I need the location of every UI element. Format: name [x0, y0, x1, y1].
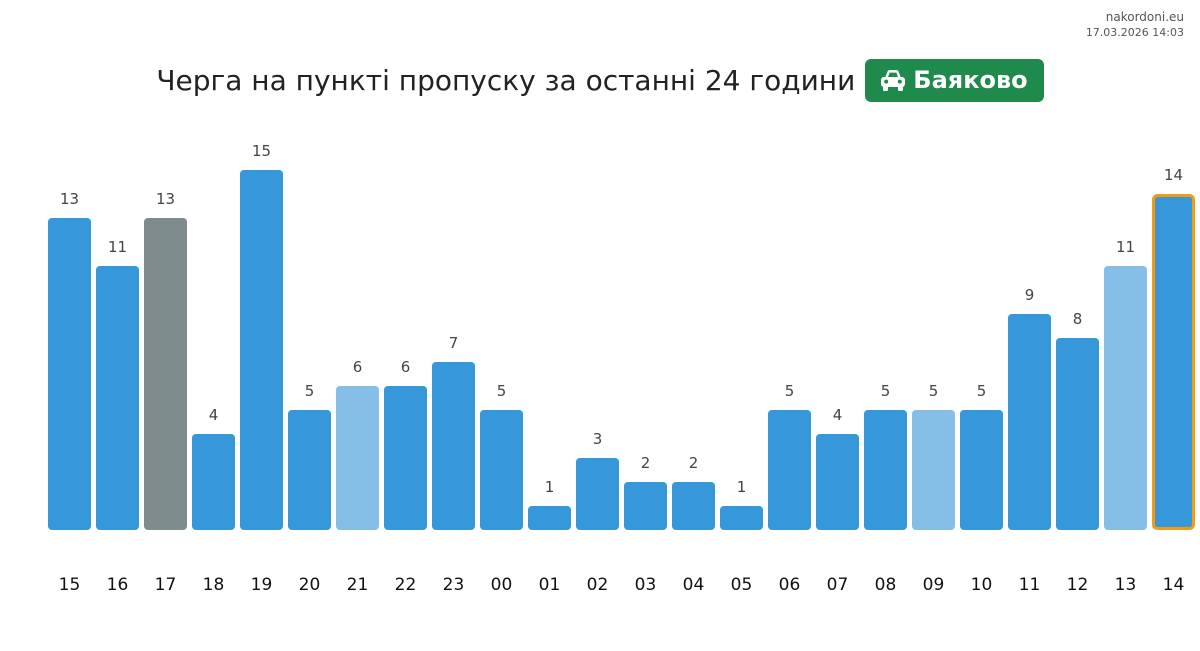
- bar-05: [720, 506, 763, 530]
- value-label-07: 4: [833, 406, 843, 424]
- category-label-02: 02: [587, 575, 609, 595]
- bar-23: [432, 362, 475, 530]
- bar-06: [768, 410, 811, 530]
- checkpoint-badge: Баяково: [865, 58, 1044, 102]
- bar-20: [288, 410, 331, 530]
- watermark: nakordoni.eu 17.03.2026 14:03: [1086, 9, 1184, 40]
- car-icon: [881, 70, 906, 91]
- bar-13: [1104, 266, 1147, 530]
- bar-08: [864, 410, 907, 530]
- value-label-17: 13: [156, 190, 175, 208]
- category-label-23: 23: [443, 575, 465, 595]
- bar-21: [336, 386, 379, 530]
- category-label-19: 19: [251, 575, 273, 595]
- bar-12: [1056, 338, 1099, 530]
- category-label-09: 09: [923, 575, 945, 595]
- category-label-00: 00: [491, 575, 513, 595]
- bar-11: [1008, 314, 1051, 530]
- category-label-14: 14: [1163, 575, 1185, 595]
- checkpoint-name: Баяково: [913, 66, 1028, 94]
- chart-title: Черга на пункті пропуску за останні 24 г…: [156, 63, 856, 97]
- category-label-15: 15: [59, 575, 81, 595]
- category-label-16: 16: [107, 575, 129, 595]
- value-label-04: 2: [689, 454, 699, 472]
- bar-10: [960, 410, 1003, 530]
- value-label-00: 5: [497, 382, 507, 400]
- value-label-06: 5: [785, 382, 795, 400]
- value-label-21: 6: [353, 358, 363, 376]
- value-label-20: 5: [305, 382, 315, 400]
- value-label-05: 1: [737, 478, 747, 496]
- category-label-04: 04: [683, 575, 705, 595]
- value-label-08: 5: [881, 382, 891, 400]
- watermark-timestamp: 17.03.2026 14:03: [1085, 26, 1184, 39]
- value-label-18: 4: [209, 406, 219, 424]
- bar-02: [576, 458, 619, 530]
- category-label-07: 07: [827, 575, 849, 595]
- value-label-11: 9: [1025, 286, 1035, 304]
- value-label-23: 7: [449, 334, 459, 352]
- category-label-17: 17: [155, 575, 177, 595]
- value-label-02: 3: [593, 430, 603, 448]
- category-label-20: 20: [299, 575, 321, 595]
- category-label-13: 13: [1115, 575, 1137, 595]
- bar-01: [528, 506, 571, 530]
- category-label-12: 12: [1067, 575, 1089, 595]
- category-label-08: 08: [875, 575, 897, 595]
- category-label-11: 11: [1019, 575, 1041, 595]
- value-label-14: 14: [1164, 166, 1183, 184]
- watermark-site: nakordoni.eu: [1105, 10, 1184, 24]
- category-label-10: 10: [971, 575, 993, 595]
- value-label-12: 8: [1073, 310, 1083, 328]
- bar-00: [480, 410, 523, 530]
- bar-07: [816, 434, 859, 530]
- value-label-13: 11: [1116, 238, 1135, 256]
- category-label-01: 01: [539, 575, 561, 595]
- category-label-05: 05: [731, 575, 753, 595]
- category-label-18: 18: [203, 575, 225, 595]
- value-label-01: 1: [545, 478, 555, 496]
- value-label-15: 13: [60, 190, 79, 208]
- value-label-09: 5: [929, 382, 939, 400]
- bar-22: [384, 386, 427, 530]
- bar-15: [48, 218, 91, 530]
- bar-18: [192, 434, 235, 530]
- bar-04: [672, 482, 715, 530]
- value-label-10: 5: [977, 382, 987, 400]
- category-label-22: 22: [395, 575, 417, 595]
- bar-09: [912, 410, 955, 530]
- value-label-22: 6: [401, 358, 411, 376]
- bar-14: [1152, 194, 1195, 530]
- category-label-03: 03: [635, 575, 657, 595]
- bar-16: [96, 266, 139, 530]
- value-label-03: 2: [641, 454, 651, 472]
- value-label-16: 11: [108, 238, 127, 256]
- category-label-21: 21: [347, 575, 369, 595]
- chart-header: Черга на пункті пропуску за останні 24 г…: [0, 58, 1200, 102]
- bar-17: [144, 218, 187, 530]
- bar-03: [624, 482, 667, 530]
- category-label-06: 06: [779, 575, 801, 595]
- bar-19: [240, 170, 283, 530]
- value-label-19: 15: [252, 142, 271, 160]
